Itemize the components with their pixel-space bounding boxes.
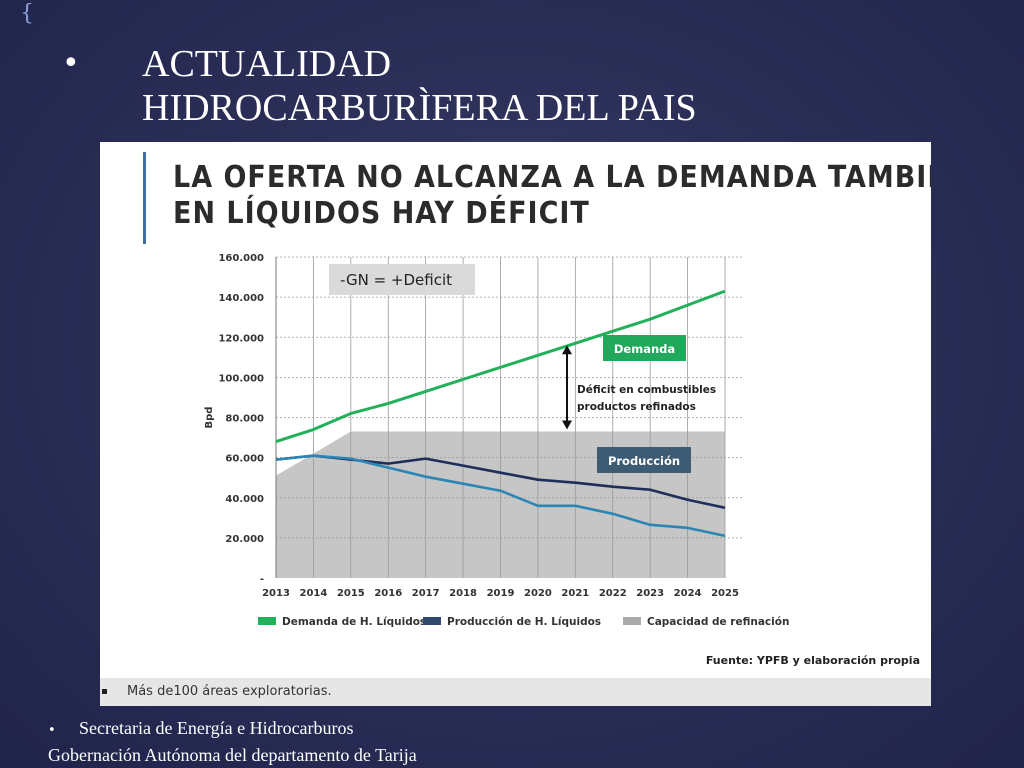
deficit-label-line-2: productos refinados — [577, 401, 696, 413]
legend-swatch-0 — [258, 617, 276, 625]
x-tick-label-2019: 2019 — [487, 588, 515, 599]
y-tick-label-7: 140.000 — [218, 293, 264, 304]
demand-badge-label: Demanda — [614, 342, 675, 356]
formula-label: -GN = +Deficit — [340, 271, 452, 289]
x-tick-label-2021: 2021 — [561, 588, 589, 599]
x-tick-label-2020: 2020 — [524, 588, 552, 599]
y-tick-label-3: 60.000 — [225, 454, 264, 465]
demand-badge — [603, 335, 686, 361]
slide-title: • ACTUALIDAD HIDROCARBURÌFERA DEL PAIS — [62, 42, 697, 130]
bottom-note: Más de100 áreas exploratorias. — [127, 684, 332, 699]
production-badge-label: Producción — [608, 454, 680, 468]
footer-bullet: • — [48, 723, 56, 738]
title-line-2: HIDROCARBURÌFERA DEL PAIS — [142, 87, 697, 129]
x-tick-label-2014: 2014 — [299, 588, 327, 599]
y-axis-label: Bpd — [204, 407, 215, 429]
chart-panel: LA OFERTA NO ALCANZA A LA DEMANDA TAMBIÉ… — [100, 142, 931, 706]
y-tick-label-4: 80.000 — [225, 414, 264, 425]
y-tick-label-0: - — [260, 574, 264, 585]
legend-label-1: Producción de H. Líquidos — [447, 616, 601, 628]
x-tick-label-2017: 2017 — [412, 588, 440, 599]
x-tick-label-2025: 2025 — [711, 588, 739, 599]
deficit-label-line-1: Déficit en combustibles — [577, 384, 716, 396]
title-line-1: ACTUALIDAD — [142, 43, 392, 85]
formula-box — [329, 264, 475, 295]
x-tick-label-2024: 2024 — [674, 588, 702, 599]
production-badge — [597, 447, 691, 473]
x-tick-label-2015: 2015 — [337, 588, 365, 599]
heading-accent-bar — [143, 152, 146, 244]
legend-swatch-1 — [423, 617, 441, 625]
note-bullet-icon — [102, 689, 107, 694]
y-tick-label-5: 100.000 — [218, 373, 264, 384]
legend-label-2: Capacidad de refinación — [647, 616, 789, 628]
footer-line-1: Secretaria de Energía e Hidrocarburos — [79, 718, 354, 738]
title-bullet: • — [62, 46, 80, 81]
source-note: Fuente: YPFB y elaboración propia — [706, 654, 920, 667]
legend-label-0: Demanda de H. Líquidos — [282, 616, 426, 628]
y-tick-label-6: 120.000 — [218, 333, 264, 344]
x-tick-label-2013: 2013 — [262, 588, 290, 599]
x-tick-label-2016: 2016 — [374, 588, 402, 599]
x-tick-label-2022: 2022 — [599, 588, 627, 599]
panel-heading-line-2: EN LÍQUIDOS HAY DÉFICIT — [173, 196, 590, 231]
legend-swatch-2 — [623, 617, 641, 625]
y-tick-label-2: 40.000 — [225, 494, 264, 505]
liquids-chart: - 20.000 40.000 60.000 80.000 100.000 120.000 1… — [204, 253, 920, 667]
x-tick-label-2018: 2018 — [449, 588, 477, 599]
slide-footer: • Secretaria de Energía e Hidrocarburos G… — [48, 716, 417, 767]
panel-heading-line-1: LA OFERTA NO ALCANZA A LA DEMANDA TAMBIÉ… — [173, 160, 931, 195]
y-tick-label-8: 160.000 — [218, 253, 264, 264]
deficit-arrow-up-icon — [562, 345, 572, 355]
bottom-note-bar: Más de100 áreas exploratorias. — [100, 678, 931, 706]
corner-brace-icon: { — [20, 1, 34, 26]
panel-heading: LA OFERTA NO ALCANZA A LA DEMANDA TAMBIÉ… — [173, 160, 931, 232]
x-tick-label-2023: 2023 — [636, 588, 664, 599]
footer-line-2: Gobernación Autónoma del departamento de… — [48, 745, 417, 765]
y-tick-label-1: 20.000 — [225, 534, 264, 545]
deficit-arrow-down-icon — [562, 420, 572, 430]
